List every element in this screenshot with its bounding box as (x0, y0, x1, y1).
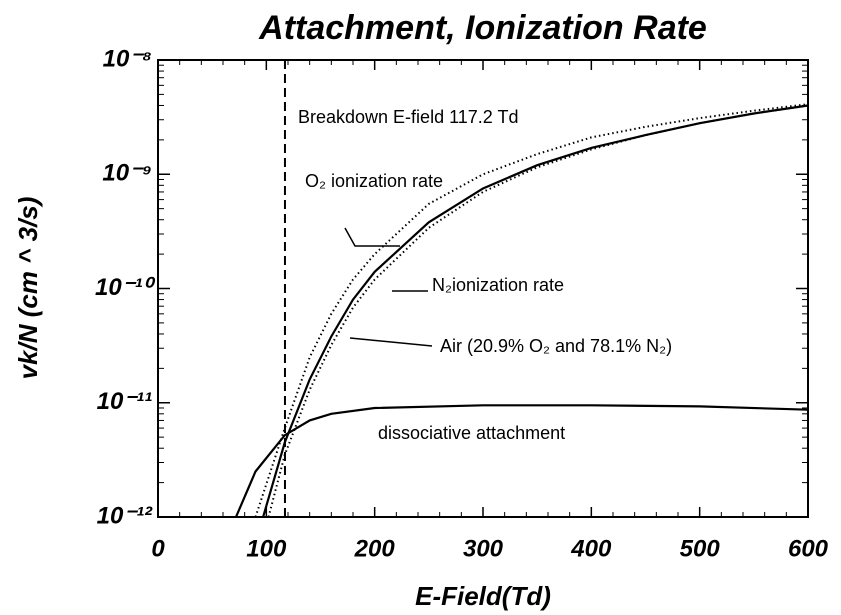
y-tick-label: 10⁻¹⁰ (95, 274, 156, 301)
x-tick-label: 300 (463, 535, 504, 562)
x-tick-label: 400 (570, 535, 612, 562)
leader-line (349, 337, 433, 347)
x-tick-label: 500 (680, 535, 721, 562)
y-tick-label: 10⁻¹¹ (97, 388, 152, 415)
series-line (234, 404, 809, 518)
series-label: N₂ionization rate (432, 275, 564, 295)
x-tick-label: 600 (788, 535, 829, 562)
series-label: dissociative attachment (378, 423, 565, 443)
series-label: O₂ ionization rate (305, 171, 443, 191)
series-line (262, 104, 809, 518)
y-axis-label: vk/N (cm ^ 3/s) (13, 197, 43, 380)
leader-line (344, 227, 400, 247)
series-label: Air (20.9% O₂ and 78.1% N₂) (440, 336, 672, 356)
x-tick-label: 100 (246, 535, 287, 562)
x-tick-label: 0 (151, 535, 165, 562)
y-tick-label: 10⁻⁹ (102, 160, 152, 187)
series-line (254, 103, 809, 518)
y-tick-label: 10⁻¹² (97, 502, 153, 529)
x-tick-label: 200 (354, 535, 396, 562)
annotation: Breakdown E-field 117.2 Td (298, 107, 518, 127)
x-axis-label: E-Field(Td) (415, 581, 551, 611)
y-tick-label: 10⁻⁸ (103, 45, 152, 72)
chart-title: Attachment, Ionization Rate (258, 9, 707, 47)
